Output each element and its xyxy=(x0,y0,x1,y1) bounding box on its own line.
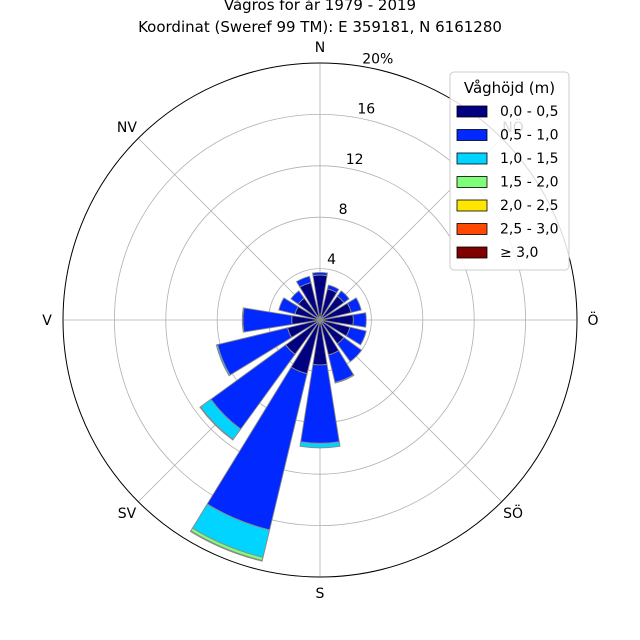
legend-swatch-5 xyxy=(456,223,488,235)
bar-SSÖ-2 xyxy=(334,374,355,384)
bar-NÖ-1 xyxy=(336,290,350,304)
legend-title: Våghöjd (m) xyxy=(464,79,555,97)
radial-tick-label-2: 12 xyxy=(346,152,364,168)
grid-spoke-7 xyxy=(137,137,321,321)
legend-swatch-6 xyxy=(456,246,488,259)
radial-tick-label-3: 16 xyxy=(357,102,375,118)
legend-label-2: 1,0 - 1,5 xyxy=(500,151,558,167)
chart-title: Vågros för år 1979 - 2019 xyxy=(223,0,417,14)
bar-SÖ-1 xyxy=(336,336,363,363)
bar-SSV-4 xyxy=(189,530,263,562)
legend-label-4: 2,0 - 2,5 xyxy=(500,198,558,214)
radial-tick-labels: 4 8 12 16 20% xyxy=(327,52,393,268)
direction-label-2: Ö xyxy=(587,311,598,329)
radial-tick-label-4: 20% xyxy=(362,52,393,68)
direction-label-6: V xyxy=(42,313,52,329)
direction-label-5: SV xyxy=(118,506,137,522)
bar-NNÖ-1 xyxy=(326,284,340,294)
radial-tick-label-0: 4 xyxy=(327,252,336,268)
radial-tick-label-1: 8 xyxy=(339,202,348,218)
direction-label-0: N xyxy=(315,40,325,56)
bar-NNV-1 xyxy=(295,275,312,288)
legend-swatch-1 xyxy=(456,129,488,141)
bar-V-2 xyxy=(241,307,245,333)
direction-label-7: NV xyxy=(117,120,137,136)
legend-swatch-2 xyxy=(456,152,488,165)
bar-ÖSÖ-1 xyxy=(345,326,367,346)
legend-items: 0,0 - 0,5 0,5 - 1,0 1,0 - 1,5 1,5 - 2,0 2,0 … xyxy=(456,104,558,261)
bar-ÖNÖ-1 xyxy=(346,297,362,314)
legend-swatch-0 xyxy=(456,105,488,118)
bar-SV-3 xyxy=(199,406,234,441)
legend-swatch-3 xyxy=(456,176,488,188)
bar-VSV-2 xyxy=(215,344,231,377)
legend-swatch-4 xyxy=(456,199,488,212)
direction-label-4: S xyxy=(316,586,325,602)
chart-subtitle: Koordinat (Sweref 99 TM): E 359181, N 61… xyxy=(138,18,502,36)
legend-label-6: ≥ 3,0 xyxy=(500,245,538,261)
legend: Våghöjd (m) 0,0 - 0,5 0,5 - 1,0 1,0 - 1,5 1… xyxy=(449,71,570,271)
legend-box xyxy=(449,71,570,271)
legend-label-1: 0,5 - 1,0 xyxy=(500,128,558,144)
bar-VNV-1 xyxy=(278,297,299,315)
bar-N-1 xyxy=(312,272,328,277)
bar-Ö-1 xyxy=(352,312,367,328)
legend-label-5: 2,5 - 3,0 xyxy=(500,222,558,238)
legend-label-3: 1,5 - 2,0 xyxy=(500,175,558,191)
legend-label-0: 0,0 - 0,5 xyxy=(500,104,558,120)
direction-label-3: SÖ xyxy=(503,504,523,522)
outer-ring xyxy=(62,62,578,578)
bar-NV-1 xyxy=(290,290,305,305)
rose-bars xyxy=(189,272,367,562)
bar-S-2 xyxy=(299,441,341,449)
